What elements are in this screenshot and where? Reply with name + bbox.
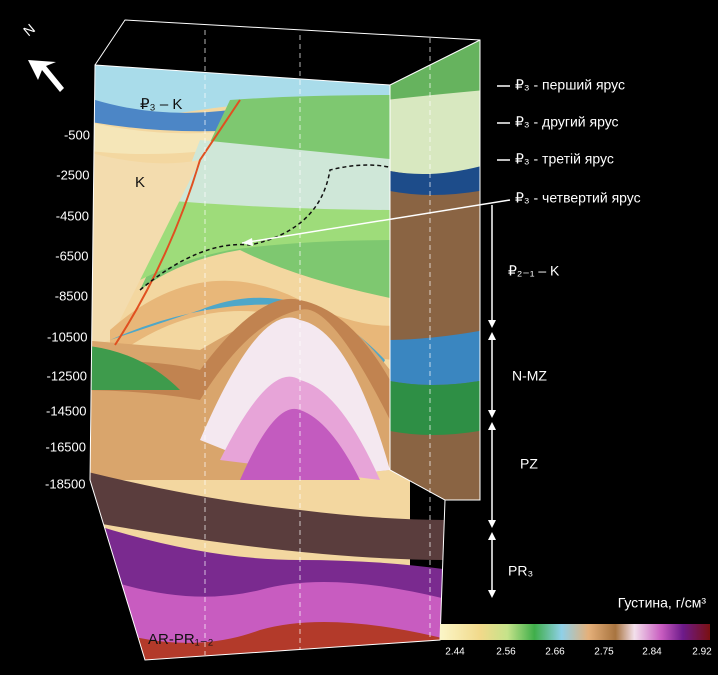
section-label: PZ	[520, 456, 538, 472]
colorbar-tick-label: 2.75	[594, 647, 614, 658]
colorbar	[440, 624, 710, 640]
colorbar-tick-label: 2.92	[692, 647, 712, 658]
tier-label: ₽₃ - перший ярус	[515, 77, 625, 93]
section-label: PR₃	[508, 563, 533, 579]
section-label: N-MZ	[512, 368, 547, 384]
unit-label: K	[135, 174, 145, 191]
figure: N ₽₃ – K K AR-PR₁₋₂ -500 -2500 -4500 -6500 -…	[0, 0, 718, 675]
colorbar-tick-label: 2.56	[496, 647, 516, 658]
colorbar-tick-label: 2.44	[445, 647, 465, 658]
section-label: ₽₂₋₁ – K	[508, 263, 560, 279]
depth-label: -18500	[45, 476, 85, 491]
depth-label: -12500	[47, 368, 87, 383]
unit-label: AR-PR₁₋₂	[148, 631, 214, 648]
side-face	[385, 35, 485, 505]
north-label: N	[20, 20, 38, 39]
depth-label: -500	[64, 127, 90, 142]
colorbar-tick-label: 2.84	[642, 647, 662, 658]
depth-label: -10500	[47, 329, 87, 344]
colorbar-tick-label: 2.66	[545, 647, 565, 658]
depth-label: -2500	[56, 167, 89, 182]
tier-label: ₽₃ - третій ярус	[515, 151, 614, 167]
depth-label: -14500	[46, 403, 86, 418]
tier-label: ₽₃ - другий ярус	[515, 114, 619, 130]
depth-label: -4500	[56, 208, 89, 223]
north-arrow	[28, 60, 64, 92]
depth-label: -6500	[55, 248, 88, 263]
colorbar-title: Густина, г/см³	[618, 595, 707, 611]
depth-label: -8500	[55, 288, 88, 303]
depth-label: -16500	[46, 439, 86, 454]
tier-label: ₽₃ - четвертий ярус	[515, 190, 641, 206]
unit-label: ₽₃ – K	[140, 96, 182, 113]
